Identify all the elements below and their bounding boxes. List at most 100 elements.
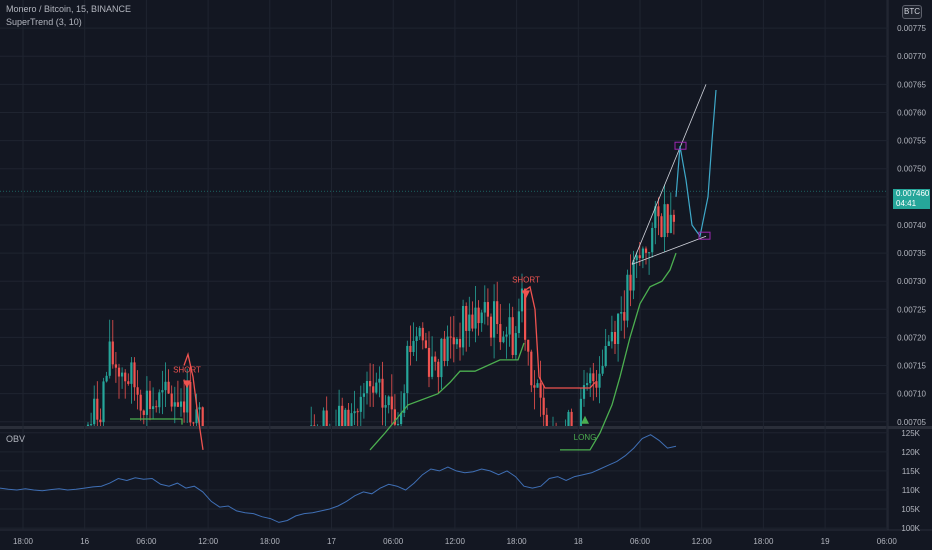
candle-body [353, 411, 356, 414]
candle-body [496, 301, 499, 325]
candle-body [161, 390, 164, 393]
time-tick-label: 18:00 [13, 537, 34, 546]
indicator-label[interactable]: SuperTrend (3, 10) [6, 17, 82, 27]
candle-body [660, 216, 663, 238]
candle-body [449, 336, 452, 338]
candle-body [517, 311, 520, 334]
time-tick-label: 12:00 [198, 537, 219, 546]
candle-body [167, 381, 170, 394]
candle-body [666, 204, 669, 233]
candle-body [477, 307, 480, 324]
candle-body [142, 410, 145, 415]
price-tick-label: 0.00725 [897, 305, 926, 314]
candle-body [455, 338, 458, 345]
candle-body [617, 313, 620, 344]
candle-body [511, 317, 514, 355]
candle-body [458, 338, 462, 348]
candle-body [651, 227, 654, 253]
time-axis[interactable]: 18:00 16 06:00 12:00 18:00 17 06:00 12:00 18:00 1… [13, 537, 897, 546]
candle-body [567, 411, 570, 426]
candle-body [117, 367, 121, 377]
obv-pane [0, 434, 677, 523]
candle-body [158, 392, 161, 408]
candle-body [635, 255, 638, 261]
time-tick-label: 06:00 [383, 537, 404, 546]
candle-body [136, 387, 139, 395]
candle-body [356, 411, 359, 413]
obv-tick-label: 105K [901, 505, 920, 514]
candle-body [493, 301, 496, 338]
time-tick-label: 06:00 [136, 537, 157, 546]
candle-body [440, 338, 443, 378]
candle-body [198, 407, 201, 410]
candle-body [173, 402, 176, 407]
candle-body [620, 312, 623, 314]
time-tick-label: 16 [80, 537, 89, 546]
candle-body [644, 248, 648, 253]
candle-body [545, 414, 548, 426]
candle-body [579, 398, 582, 426]
candle-body [610, 332, 613, 342]
candle-body [486, 302, 489, 317]
candle-body [387, 396, 390, 406]
obv-tick-label: 100K [901, 524, 920, 533]
obv-tick-label: 125K [901, 429, 920, 438]
candle-body [489, 316, 493, 338]
candle-body [648, 252, 651, 254]
candle-body [669, 214, 672, 233]
candle-body [322, 410, 325, 426]
candle-body [127, 381, 130, 384]
candle-body [613, 332, 617, 344]
candle-body [384, 405, 387, 408]
candle-body [381, 378, 384, 408]
price-axis[interactable]: 0.00705 0.00710 0.00715 0.00720 0.00725 0.007… [897, 24, 926, 533]
signal-markers: SHORT SHORT LONG [173, 275, 596, 441]
price-tick-label: 0.00715 [897, 362, 926, 371]
candle-body [148, 390, 152, 410]
candle-body [663, 204, 666, 238]
time-tick-label: 18:00 [507, 537, 528, 546]
candle-body [632, 260, 635, 291]
obv-label[interactable]: OBV [6, 434, 26, 444]
supertrend-down-segment [183, 351, 204, 450]
candle-body [427, 347, 431, 377]
candle-body [415, 336, 418, 342]
candle-body [437, 361, 440, 378]
obv-tick-label: 115K [902, 467, 921, 476]
candle-body [508, 317, 511, 335]
price-tick-label: 0.00765 [897, 80, 926, 89]
candle-body [623, 312, 626, 321]
long-arrow-icon [581, 415, 589, 424]
candle-body [539, 383, 542, 398]
bar-countdown: 04:41 [896, 199, 917, 208]
candle-body [586, 383, 589, 386]
supertrend-up-segment [130, 418, 183, 425]
price-tick-label: 0.00710 [897, 390, 926, 399]
candle-body [378, 378, 381, 383]
trough-box [698, 231, 711, 240]
symbol-title[interactable]: Monero / Bitcoin, 15, BINANCE [6, 4, 132, 14]
price-tick-label: 0.00735 [897, 249, 926, 258]
candle-body [96, 398, 99, 420]
projection-path [675, 89, 717, 238]
obv-tick-label: 120K [901, 448, 920, 457]
candle-body [176, 402, 179, 407]
candle-body [145, 390, 148, 415]
wedge-lower-line [631, 235, 707, 265]
candle-body [409, 345, 412, 353]
candle-body [471, 314, 474, 329]
time-tick-label: 12:00 [692, 537, 713, 546]
currency-button[interactable]: BTC [902, 5, 922, 19]
time-tick-label: 17 [327, 537, 336, 546]
candle-body [641, 248, 644, 259]
signal-label: SHORT [512, 275, 540, 284]
short-arrow-icon [183, 380, 191, 389]
wedge-upper-line [631, 84, 707, 265]
candle-body [152, 406, 155, 410]
grid [0, 0, 932, 531]
candle-body [542, 397, 545, 415]
candle-body [520, 288, 524, 312]
candle-body [446, 336, 449, 361]
candle-body [505, 334, 508, 337]
